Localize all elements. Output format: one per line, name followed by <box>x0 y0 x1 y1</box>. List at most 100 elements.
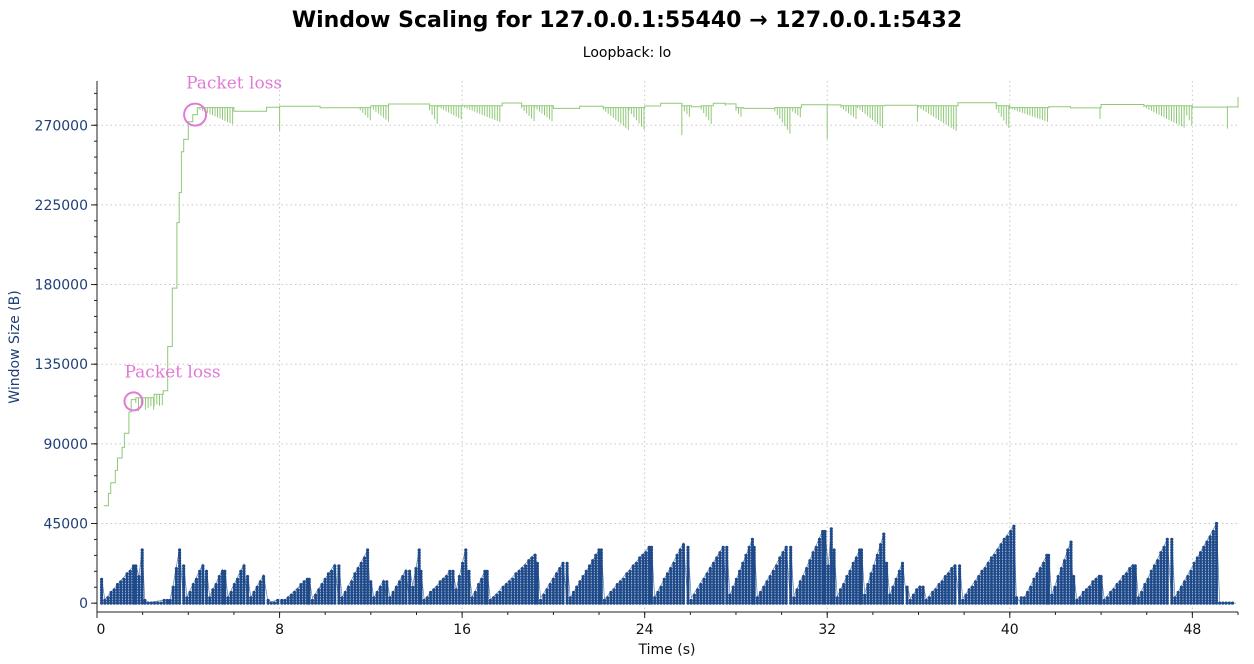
bytes-in-flight-point <box>625 593 629 597</box>
bytes-in-flight-point <box>511 577 515 581</box>
bytes-in-flight-point <box>741 577 745 581</box>
bytes-in-flight-point <box>647 588 651 592</box>
bytes-in-flight-point <box>1109 593 1113 597</box>
bytes-in-flight-point <box>999 559 1003 563</box>
bytes-in-flight-point <box>229 598 233 603</box>
bytes-in-flight-point <box>555 572 559 576</box>
bytes-in-flight-point <box>140 593 144 597</box>
bytes-in-flight-point <box>571 596 576 600</box>
bytes-in-flight-point <box>665 593 670 597</box>
bytes-in-flight-point <box>501 585 505 589</box>
bytes-in-flight-point <box>398 588 402 592</box>
bytes-in-flight-point <box>775 575 779 579</box>
bytes-in-flight-point <box>1179 588 1183 592</box>
bytes-in-flight-point <box>286 596 290 600</box>
bytes-in-flight-point <box>119 593 123 597</box>
bytes-in-flight-point <box>848 585 852 589</box>
bytes-in-flight-point <box>461 596 465 600</box>
bytes-in-flight-point <box>1042 583 1046 587</box>
bytes-in-flight-point <box>882 583 886 587</box>
bytes-in-flight-point <box>461 569 465 573</box>
bytes-in-flight-point <box>561 598 565 603</box>
bytes-in-flight-point <box>996 553 1000 558</box>
bytes-in-flight-point <box>591 590 595 595</box>
bytes-in-flight-point <box>821 601 825 605</box>
bytes-in-flight-point <box>1009 572 1013 576</box>
bytes-in-flight-point <box>1205 561 1209 565</box>
bytes-in-flight-point <box>712 583 716 587</box>
bytes-in-flight-point <box>1029 601 1033 605</box>
bytes-in-flight-point <box>689 598 693 603</box>
bytes-in-flight-point <box>768 593 772 597</box>
bytes-in-flight-point <box>879 596 883 600</box>
bytes-in-flight-point <box>551 588 556 592</box>
bytes-in-flight-point <box>634 598 639 603</box>
bytes-in-flight-point <box>236 590 240 595</box>
bytes-in-flight-point <box>1211 590 1215 595</box>
bytes-in-flight-point <box>581 583 585 587</box>
bytes-in-flight-point <box>1035 577 1039 581</box>
bytes-in-flight-point <box>1121 598 1125 603</box>
bytes-in-flight-point <box>872 583 876 587</box>
packet-loss-marker <box>183 102 208 127</box>
bytes-in-flight-point <box>302 590 306 595</box>
bytes-in-flight-point <box>845 598 849 603</box>
bytes-in-flight-point <box>699 588 703 592</box>
bytes-in-flight-point <box>517 601 521 605</box>
bytes-in-flight-point <box>967 601 971 605</box>
bytes-in-flight-point <box>1042 585 1046 589</box>
bytes-in-flight-point <box>594 593 598 597</box>
bytes-in-flight-point <box>464 590 468 595</box>
bytes-in-flight-point <box>1063 583 1067 587</box>
bytes-in-flight-point <box>1002 559 1006 563</box>
bytes-in-flight-point <box>1053 588 1057 592</box>
bytes-in-flight-point <box>445 585 449 589</box>
bytes-in-flight-point <box>340 598 344 603</box>
bytes-in-flight-point <box>178 588 182 592</box>
bytes-in-flight-point <box>457 580 461 584</box>
bytes-in-flight-point <box>441 593 445 597</box>
bytes-in-flight-point <box>826 593 830 597</box>
bytes-in-flight-point <box>214 590 218 595</box>
bytes-in-flight-point <box>314 598 318 603</box>
bytes-in-flight-point <box>618 601 623 605</box>
bytes-in-flight-point <box>1012 593 1016 597</box>
bytes-in-flight-point <box>310 598 314 603</box>
bytes-in-flight-point <box>848 577 852 581</box>
x-tick-label: 24 <box>636 622 654 638</box>
bytes-in-flight-point <box>829 564 833 568</box>
bytes-in-flight-point <box>999 580 1003 584</box>
bytes-in-flight-point <box>1131 601 1135 605</box>
bytes-in-flight-point <box>950 585 954 589</box>
bytes-in-flight-point <box>1152 583 1157 587</box>
bytes-in-flight-point <box>109 601 113 605</box>
bytes-in-flight-point <box>1214 601 1219 605</box>
bytes-in-flight-point <box>1199 590 1203 595</box>
bytes-in-flight-point <box>662 601 666 605</box>
bytes-in-flight-point <box>520 596 525 600</box>
bytes-in-flight-point <box>501 601 505 605</box>
bytes-in-flight-point <box>1165 583 1169 587</box>
bytes-in-flight-point <box>236 593 240 597</box>
bytes-in-flight-point <box>1159 553 1163 558</box>
bytes-in-flight-point <box>1183 593 1187 597</box>
bytes-in-flight-point <box>996 575 1000 579</box>
bytes-in-flight-point <box>504 598 508 603</box>
bytes-in-flight-point <box>817 561 822 565</box>
bytes-in-flight-point <box>798 585 802 589</box>
bytes-in-flight-point <box>718 556 722 560</box>
bytes-in-flight-point <box>578 601 582 605</box>
bytes-in-flight-point <box>989 572 994 576</box>
bytes-in-flight-point <box>721 583 725 587</box>
bytes-in-flight-point <box>362 596 367 600</box>
bytes-in-flight-point <box>631 577 635 581</box>
bytes-in-flight-point <box>527 601 531 605</box>
bytes-in-flight-point <box>239 601 243 605</box>
bytes-in-flight-point <box>900 575 905 579</box>
bytes-in-flight-point <box>201 588 205 592</box>
bytes-in-flight-point <box>672 593 676 597</box>
bytes-in-flight-point <box>191 590 195 595</box>
bytes-in-flight-point <box>514 590 518 595</box>
bytes-in-flight-point <box>741 572 745 576</box>
bytes-in-flight-point <box>1176 601 1180 605</box>
